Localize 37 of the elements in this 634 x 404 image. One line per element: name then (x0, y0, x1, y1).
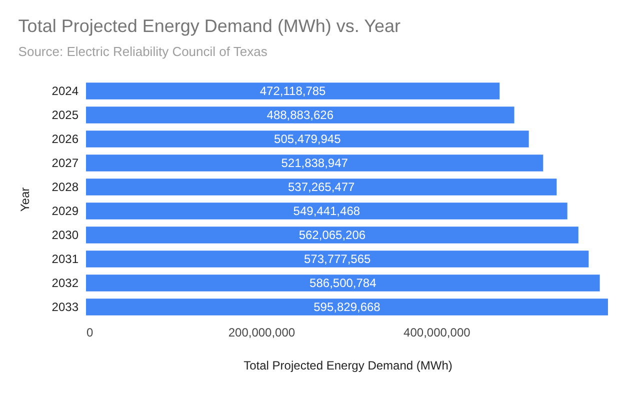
data-label: 586,500,784 (310, 276, 377, 290)
y-tick-label: 2028 (52, 180, 79, 194)
bar (86, 154, 544, 172)
data-label: 521,838,947 (281, 156, 348, 170)
bar (86, 130, 529, 148)
data-label: 472,118,785 (260, 84, 326, 98)
bar (86, 274, 600, 292)
data-label: 562,065,206 (298, 228, 366, 242)
data-label: 573,777,565 (304, 252, 372, 266)
bar (86, 202, 568, 220)
x-tick-label: 200,000,000 (228, 326, 296, 340)
bar (86, 106, 514, 124)
data-label: 537,265,477 (288, 180, 356, 194)
x-tick-label: 0 (86, 326, 94, 340)
data-label: 505,479,945 (274, 132, 342, 146)
y-tick-label: 2029 (52, 204, 79, 218)
y-tick-label: 2026 (52, 132, 79, 146)
data-label: 595,829,668 (314, 300, 381, 314)
y-tick-label: 2033 (52, 300, 79, 314)
data-label: 488,883,626 (266, 108, 334, 122)
bar (86, 226, 578, 244)
y-tick-label: 2027 (52, 156, 79, 170)
bar (86, 298, 608, 316)
y-tick-label: 2032 (52, 276, 79, 290)
bar (86, 82, 500, 100)
chart-title: Total Projected Energy Demand (MWh) vs. Year (18, 16, 400, 36)
data-label: 549,441,468 (293, 204, 360, 218)
y-tick-label: 2030 (52, 228, 79, 242)
chart-subtitle: Source: Electric Reliability Council of Texas (18, 44, 268, 59)
bar (86, 250, 589, 268)
x-axis-title: Total Projected Energy Demand (MWh) (244, 358, 452, 372)
bar (86, 178, 557, 196)
y-tick-label: 2025 (52, 108, 79, 122)
y-tick-label: 2024 (52, 84, 79, 98)
y-tick-label: 2031 (52, 252, 79, 266)
x-tick-label: 400,000,000 (404, 326, 471, 340)
y-axis-title: Year (18, 187, 32, 212)
